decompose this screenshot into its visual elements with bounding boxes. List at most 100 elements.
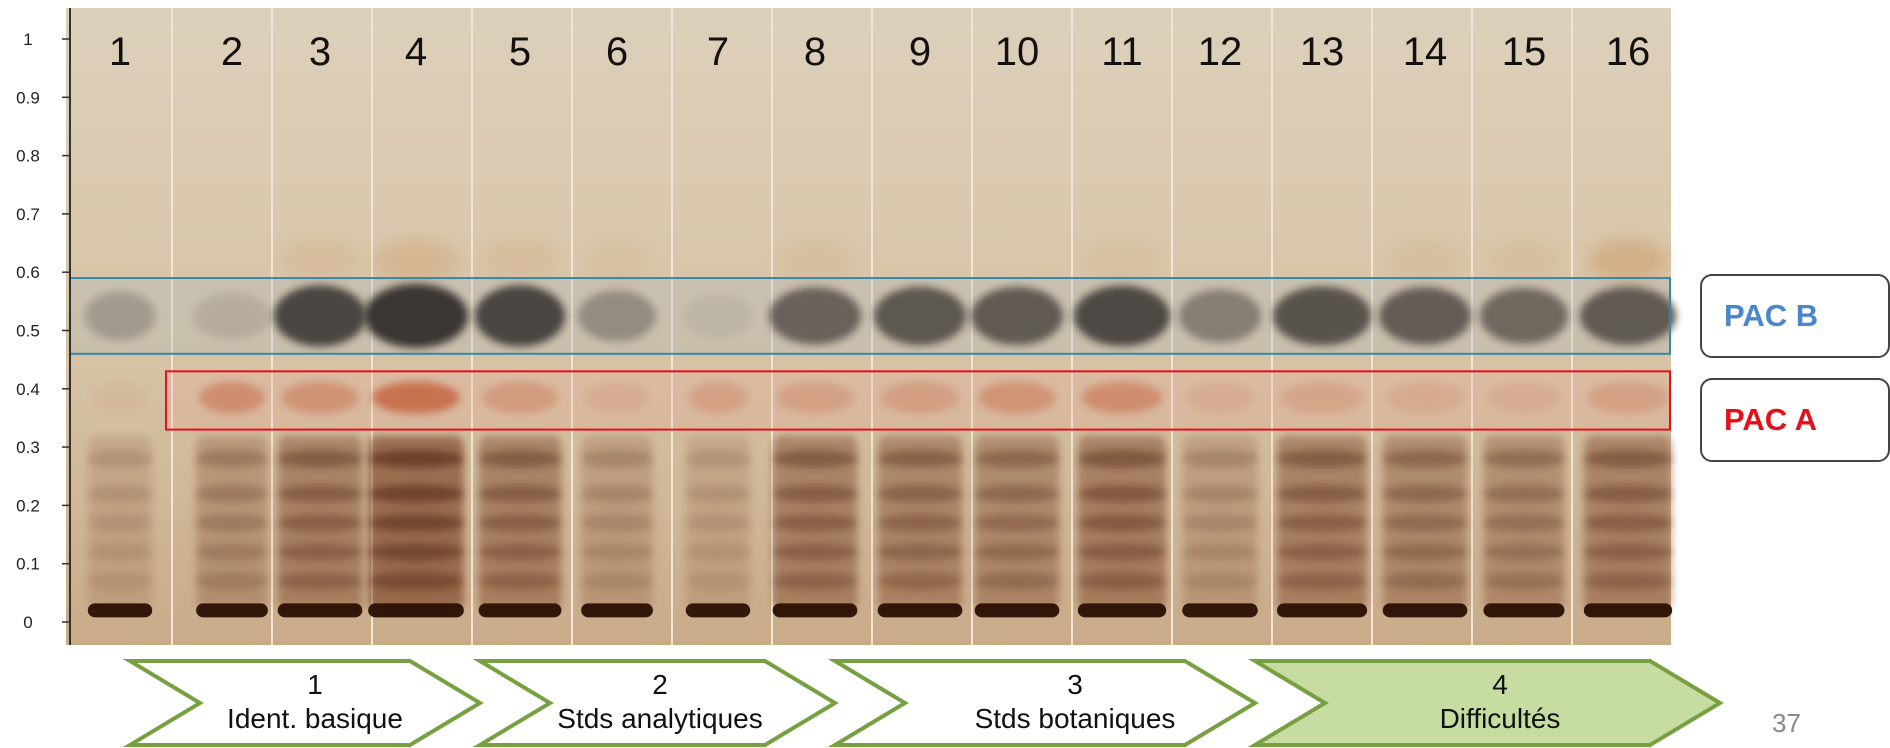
lane-number: 7 — [706, 30, 730, 74]
baseline-spot — [478, 603, 562, 618]
lower-band — [1583, 449, 1673, 468]
baseline-spot — [1382, 603, 1468, 618]
lower-band — [87, 543, 153, 562]
lower-band — [877, 543, 963, 562]
lower-band — [772, 449, 858, 468]
page-number: 37 — [1772, 708, 1801, 738]
rf-tick-label: 0.4 — [16, 380, 40, 399]
lower-band — [277, 484, 363, 503]
lower-band — [685, 572, 751, 591]
lower-band — [974, 513, 1060, 532]
pac-b-band — [475, 285, 565, 347]
lower-band — [1077, 449, 1167, 468]
lane-number: 10 — [994, 30, 1040, 74]
lower-band — [1182, 449, 1258, 468]
pac-a-band — [1587, 381, 1669, 414]
pac-b-band — [1273, 286, 1371, 346]
lower-band — [87, 449, 153, 468]
lane-number: 14 — [1402, 30, 1448, 74]
lane-1-bands — [85, 291, 155, 618]
pac-b-region — [69, 277, 1671, 355]
lower-band — [772, 513, 858, 532]
lower-band — [1483, 572, 1565, 591]
stage-number: 3 — [1067, 669, 1083, 700]
lower-band — [196, 543, 268, 562]
pac-a-band — [1386, 381, 1464, 414]
pac-a-band — [881, 381, 959, 414]
stage-name: Ident. basique — [227, 703, 403, 734]
lower-band — [196, 513, 268, 532]
top-band — [1587, 238, 1669, 283]
pac-a-band — [372, 381, 460, 414]
lane-12-bands — [1179, 289, 1261, 618]
top-band — [776, 238, 854, 283]
baseline-spot — [196, 603, 268, 618]
pac-a-band — [1280, 381, 1364, 414]
lower-band — [368, 572, 464, 591]
lane-3-bands — [274, 238, 366, 618]
lower-band — [1077, 543, 1167, 562]
rf-tick-label: 0.6 — [16, 263, 40, 282]
baseline-spot — [1483, 603, 1565, 618]
lane-4-bands — [364, 238, 468, 618]
lower-band — [478, 449, 562, 468]
rf-tick-label: 0.2 — [16, 496, 40, 515]
lane-8-bands — [769, 238, 861, 618]
lower-band — [277, 543, 363, 562]
stage-number: 2 — [652, 669, 668, 700]
lane-16-bands — [1580, 238, 1676, 618]
rf-tick-label: 0.1 — [16, 555, 40, 574]
lower-band — [685, 484, 751, 503]
stage-name: Stds botaniques — [974, 703, 1176, 734]
baseline-spot — [1583, 603, 1673, 618]
baseline-spot — [368, 603, 464, 618]
pac-a-band — [1185, 381, 1255, 414]
rf-tick-label: 0.9 — [16, 88, 40, 107]
baseline-spot — [87, 603, 153, 618]
pac-b-band — [1580, 286, 1676, 345]
lower-band — [1583, 572, 1673, 591]
lower-band — [1182, 543, 1258, 562]
lower-band — [478, 572, 562, 591]
lower-band — [772, 543, 858, 562]
pac-a-band — [281, 381, 359, 414]
pac-a-region — [165, 370, 1671, 431]
pac-a-band — [1487, 381, 1561, 414]
rf-tick-label: 0.5 — [16, 322, 40, 341]
lower-band — [277, 449, 363, 468]
baseline-spot — [1182, 603, 1258, 618]
pac-b-band — [274, 285, 366, 347]
stage-number: 4 — [1492, 669, 1508, 700]
stage-name: Stds analytiques — [557, 703, 763, 734]
baseline-spot — [1077, 603, 1167, 618]
pac-b-band — [683, 293, 753, 339]
pac-b-band — [1480, 287, 1568, 344]
pac-b-band — [85, 291, 155, 341]
pac-a-band — [199, 381, 265, 414]
pac-a-band — [688, 381, 748, 414]
lower-band — [87, 484, 153, 503]
lower-band — [581, 572, 653, 591]
lower-band — [196, 449, 268, 468]
top-band — [584, 238, 650, 283]
lower-band — [368, 449, 464, 468]
lane-number: 11 — [1101, 30, 1143, 74]
lower-band — [196, 572, 268, 591]
baseline-spot — [877, 603, 963, 618]
pac-a-band — [584, 381, 650, 414]
lane-number: 8 — [803, 30, 827, 74]
lower-band — [1483, 484, 1565, 503]
lower-band — [1382, 572, 1468, 591]
lane-15-bands — [1480, 238, 1568, 618]
lane-number: 4 — [404, 30, 428, 74]
lane-number: 15 — [1501, 30, 1547, 74]
pac-b-label: PAC B — [1724, 298, 1819, 333]
baseline-spot — [277, 603, 363, 618]
lane-number: 16 — [1605, 30, 1651, 74]
stage-label-1: 1 Ident. basique — [227, 668, 403, 736]
lower-band — [1276, 543, 1368, 562]
pac-b-band — [578, 290, 656, 342]
stage-name: Difficultés — [1439, 703, 1561, 734]
lane-9-bands — [874, 286, 966, 618]
